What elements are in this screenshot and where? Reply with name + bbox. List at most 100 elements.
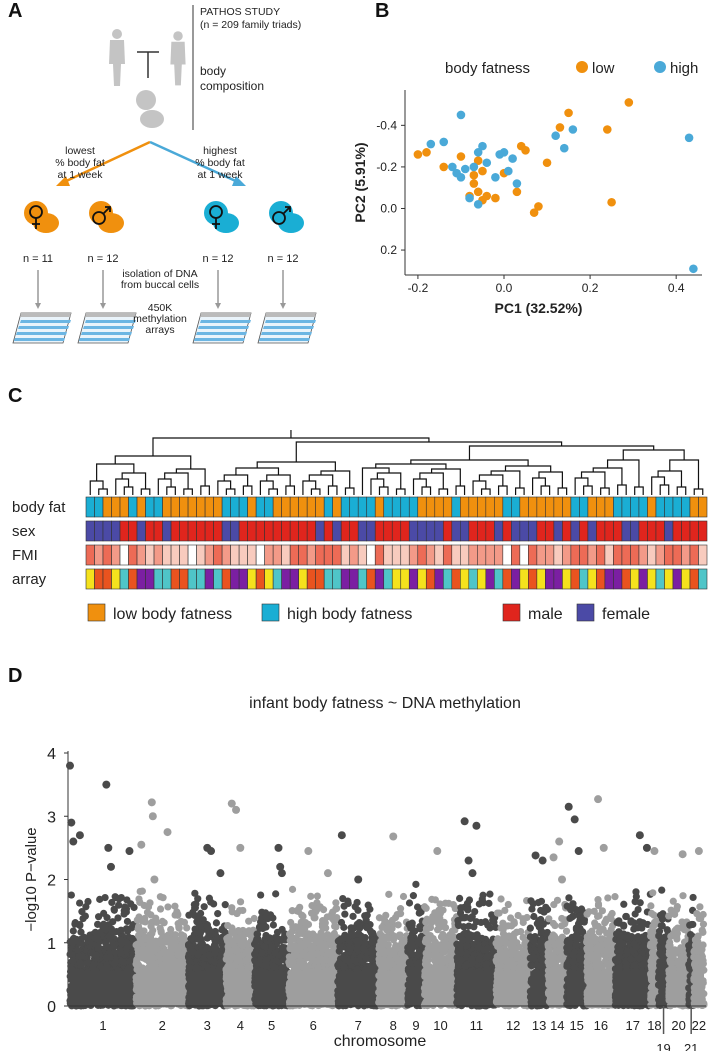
manhattan-point — [135, 895, 143, 903]
y-tick-label: 4 — [47, 746, 56, 763]
manhattan-point — [278, 964, 286, 972]
manhattan-point — [221, 901, 229, 909]
sex-cell — [485, 520, 495, 542]
manhattan-point — [368, 938, 376, 946]
bodyfat-cell — [689, 496, 699, 518]
array-cell — [604, 568, 614, 590]
dendrogram-branch — [472, 480, 487, 495]
scatter-point-low — [564, 108, 573, 118]
array-cell — [519, 568, 529, 590]
symbol-stem — [102, 206, 111, 215]
fmi-cell — [196, 544, 206, 566]
sex-cell — [681, 520, 691, 542]
high-branch-arrow — [149, 140, 241, 185]
manhattan-point — [126, 957, 135, 965]
manhattan-point — [231, 961, 239, 969]
bodyfat-cell — [596, 496, 606, 518]
manhattan-point — [251, 950, 259, 958]
sex-cell — [630, 520, 640, 542]
manhattan-point — [322, 956, 330, 964]
manhattan-point — [208, 930, 216, 938]
array-cell — [289, 568, 299, 590]
bodyfat-cell — [145, 496, 155, 518]
bodyfat-cell — [323, 496, 333, 518]
bodyfat-cell — [434, 496, 444, 518]
manhattan-point — [174, 943, 183, 952]
dendrogram-branch — [285, 485, 296, 495]
sex-cell — [272, 520, 282, 542]
scatter-point-low — [542, 158, 552, 168]
chip-stripe — [265, 320, 316, 323]
manhattan-point — [341, 910, 349, 918]
scatter-point-high — [568, 125, 578, 134]
manhattan-point — [158, 917, 167, 925]
bodyfat-cell — [477, 496, 487, 518]
manhattan-point — [183, 924, 191, 932]
sex-cell — [136, 520, 146, 542]
dendrogram-branch — [693, 488, 704, 495]
bodyfat-cell — [238, 496, 248, 518]
scatter-point-high — [512, 179, 522, 188]
dendrogram-branch — [344, 487, 355, 495]
fmi-cell — [664, 544, 674, 566]
manhattan-point — [71, 919, 79, 927]
manhattan-point — [188, 946, 196, 955]
dendrogram-branch — [242, 485, 253, 495]
manhattan-point — [235, 936, 243, 944]
fmi-cell — [647, 544, 657, 566]
x-tick-label: 0.4 — [668, 281, 685, 295]
array-cell — [213, 568, 223, 590]
array-cell — [400, 568, 410, 590]
manhattan-point — [336, 942, 344, 951]
study-title: PATHOS STUDY — [200, 6, 280, 18]
manhattan-point — [197, 936, 205, 944]
y-tick-label: -0.4 — [376, 118, 397, 132]
manhattan-point — [217, 958, 225, 966]
chromosome-2-points — [132, 887, 192, 1010]
dendrogram-branch — [256, 461, 336, 471]
bodyfat-cell — [264, 496, 274, 518]
manhattan-band — [254, 971, 289, 1006]
dendrogram-branch — [455, 485, 466, 495]
chip-stripe — [85, 320, 136, 323]
manhattan-point — [340, 902, 348, 910]
fmi-cell — [553, 544, 563, 566]
bodyfat-cell — [655, 496, 665, 518]
group-n-label: n = 11 — [23, 253, 53, 265]
dendrogram-branch — [98, 488, 108, 495]
manhattan-point — [78, 908, 86, 916]
manhattan-point — [128, 924, 136, 932]
scatter-point-low — [413, 150, 423, 159]
sex-cell — [281, 520, 291, 542]
fmi-cell — [111, 544, 121, 566]
bodyfat-cell — [357, 496, 368, 518]
fmi-cell — [408, 544, 419, 566]
dendrogram-branch — [183, 488, 193, 495]
array-cell — [672, 568, 682, 590]
array-label: methylation — [133, 313, 187, 325]
manhattan-point — [318, 920, 327, 928]
dendrogram-branch — [123, 486, 134, 495]
sex-cell — [323, 520, 333, 542]
sex-cell — [664, 520, 674, 542]
dendrogram-branch — [497, 485, 508, 495]
manhattan-point — [214, 909, 222, 918]
scatter-point-high — [473, 148, 483, 157]
scatter-point-low — [607, 197, 616, 207]
dendrogram-branch — [200, 485, 210, 495]
manhattan-point — [117, 949, 125, 957]
body-composition-label: body — [200, 64, 226, 78]
array-cell — [698, 568, 708, 590]
manhattan-point — [361, 934, 369, 942]
legend-label-high: high — [670, 60, 698, 77]
manhattan-point — [319, 932, 327, 941]
manhattan-point — [139, 949, 147, 957]
legend-low-body-fatness: low body fatness — [113, 606, 232, 623]
dendrogram-branch — [651, 476, 666, 495]
manhattan-band — [188, 971, 227, 1006]
fmi-cell — [400, 544, 410, 566]
scatter-point-low — [529, 208, 539, 217]
array-cell — [647, 568, 657, 590]
sex-cell — [698, 520, 708, 542]
dendrogram-branch — [152, 437, 430, 456]
